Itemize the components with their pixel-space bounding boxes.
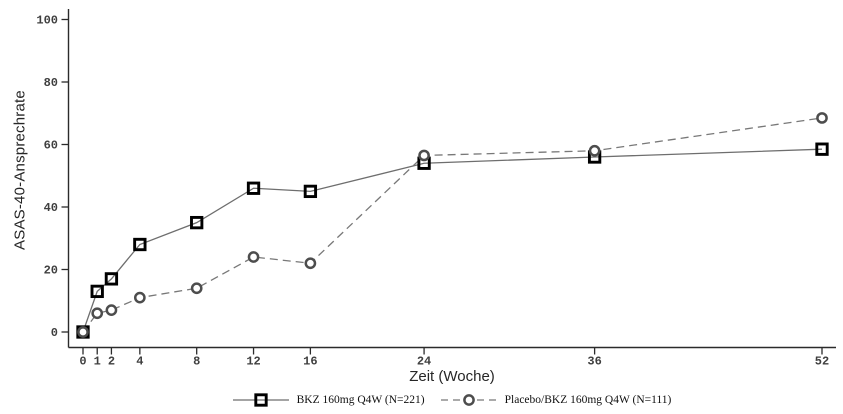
y-tick-label: 60: [44, 139, 58, 153]
legend-swatch-marker: [253, 393, 268, 407]
legend-item-placebo: Placebo/BKZ 160mg Q4W (N=111): [440, 392, 672, 408]
series-0-marker: [246, 181, 261, 195]
x-axis-label: Zeit (Woche): [409, 368, 495, 385]
x-tick-label: 8: [193, 355, 200, 369]
series-line-0: [82, 148, 823, 333]
x-tick-label: 52: [815, 355, 829, 369]
series-line-1: [82, 117, 823, 333]
series-0-marker: [190, 215, 204, 230]
x-tick-label: 36: [587, 355, 601, 369]
legend-item-bkz: BKZ 160mg Q4W (N=221): [232, 392, 425, 408]
y-tick-label: 40: [44, 201, 58, 215]
series-1-marker: [304, 257, 317, 270]
series-0-marker: [104, 272, 119, 286]
series-1-marker: [418, 149, 430, 162]
series-1-marker: [588, 144, 601, 157]
x-tick-label: 12: [246, 355, 260, 369]
series-0-marker: [303, 184, 318, 199]
x-tick-label: 16: [303, 355, 317, 369]
series-1-marker: [105, 304, 118, 316]
series-0-marker: [815, 142, 829, 156]
x-axis-label-row: Zeit (Woche): [68, 368, 836, 386]
y-tick-label: 100: [36, 14, 58, 28]
legend-swatch-circle-icon: [440, 394, 497, 406]
x-tick-label: 1: [94, 355, 101, 369]
y-tick-label: 20: [44, 264, 58, 278]
series-1-marker: [190, 282, 203, 295]
series-1-marker: [816, 112, 828, 124]
y-axis-label: ASAS-40-Ansprechrate: [11, 90, 29, 250]
x-tick-label: 24: [417, 355, 431, 369]
y-tick-label: 0: [51, 326, 58, 340]
series-1-marker: [133, 291, 146, 304]
series-1-marker: [91, 307, 104, 320]
series-1-marker: [77, 326, 89, 338]
legend-swatch-marker: [462, 394, 475, 406]
x-tick-label: 0: [79, 355, 86, 369]
x-tick-label: 2: [108, 355, 115, 369]
legend-label-placebo: Placebo/BKZ 160mg Q4W (N=111): [504, 394, 672, 406]
legend-label-bkz: BKZ 160mg Q4W (N=221): [296, 394, 425, 406]
series-1-marker: [247, 251, 260, 263]
chart-legend: BKZ 160mg Q4W (N=221) Placebo/BKZ 160mg …: [68, 392, 836, 408]
legend-swatch-square-icon: [232, 393, 289, 407]
series-0-marker: [133, 237, 147, 252]
y-tick-label: 80: [44, 76, 58, 90]
x-tick-label: 4: [136, 355, 143, 369]
series-0-marker: [90, 284, 104, 299]
